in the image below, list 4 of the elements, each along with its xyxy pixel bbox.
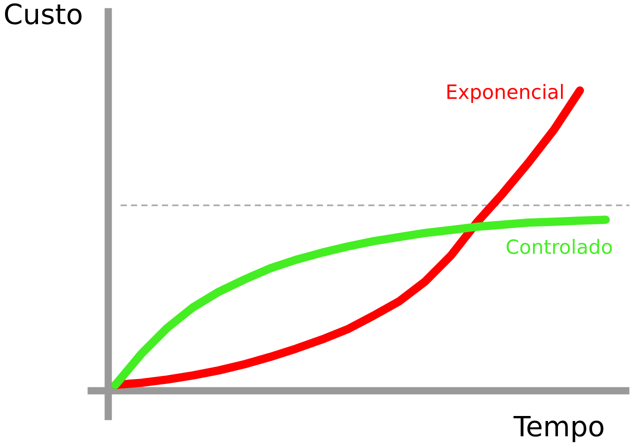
series-label: Exponencial xyxy=(447,84,563,104)
series-label: Controlado xyxy=(506,239,612,254)
x-axis-title: Tempo xyxy=(513,416,604,442)
y-axis-title: Custo xyxy=(5,4,82,25)
